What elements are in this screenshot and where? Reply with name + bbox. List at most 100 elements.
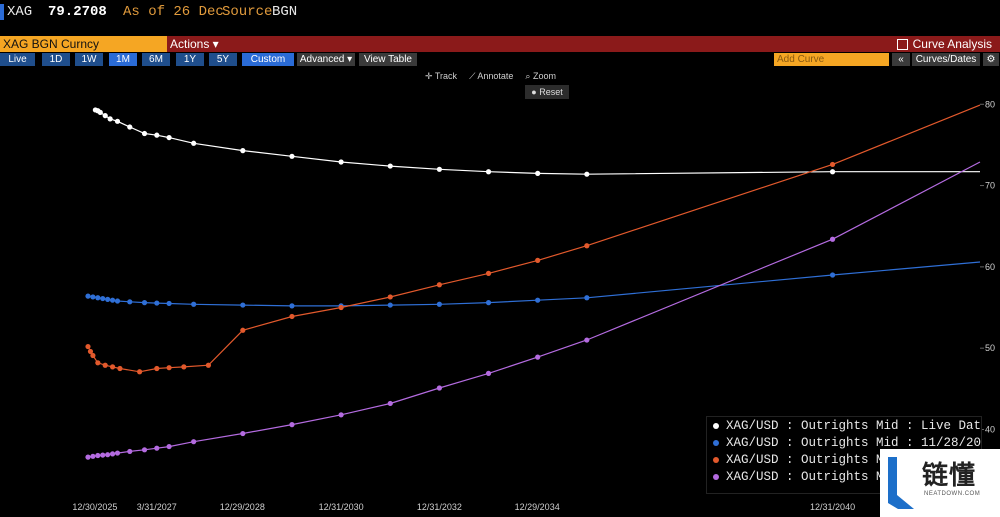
legend-item[interactable]: XAG/USD : Outrights Mid: [707, 451, 981, 468]
data-point: [154, 445, 160, 451]
period-1m[interactable]: 1M: [109, 53, 137, 66]
data-point: [436, 282, 442, 288]
legend-item[interactable]: XAG/USD : Outrights Mid : Live Data: [707, 417, 981, 434]
external-link-icon: [896, 38, 908, 50]
data-point: [127, 124, 133, 130]
data-point: [166, 300, 172, 307]
add-curve-input[interactable]: Add Curve: [774, 53, 889, 66]
collapse-button[interactable]: «: [892, 53, 910, 66]
period-1w[interactable]: 1W: [75, 53, 103, 66]
as-of-date: As of 26 Dec: [123, 4, 224, 20]
gear-icon[interactable]: ⚙: [983, 53, 999, 66]
data-point: [535, 297, 541, 303]
data-point: [166, 365, 172, 371]
data-point: [109, 297, 116, 303]
data-point: [85, 454, 91, 460]
curves-dates-button[interactable]: Curves/Dates: [912, 53, 980, 66]
data-point: [387, 400, 393, 407]
data-point: [584, 243, 590, 249]
view-table-button[interactable]: View Table: [359, 53, 417, 66]
data-point: [109, 451, 116, 457]
data-point: [100, 452, 106, 458]
data-point: [338, 159, 344, 165]
security-input[interactable]: XAG BGN Curncy: [0, 36, 167, 52]
chart-tools: ✛ Track ⟋ Annotate ⌕ Zoom: [425, 71, 556, 82]
legend-label: XAG/USD : Outrights Mid : 11/28/2025: [726, 435, 981, 450]
zoom-label: Zoom: [532, 71, 556, 81]
data-point: [191, 439, 197, 445]
series-line: [87, 261, 981, 307]
data-point: [100, 295, 106, 302]
data-point: [141, 130, 148, 137]
data-point: [87, 348, 94, 355]
legend-label: XAG/USD : Outrights Mid: [726, 452, 899, 467]
data-point: [166, 134, 172, 141]
series-line: [95, 109, 980, 175]
zoom-tool[interactable]: ⌕ Zoom: [525, 71, 556, 81]
actions-menu[interactable]: Actions ▾: [170, 37, 219, 51]
series-line: [87, 161, 981, 458]
y-tick-label: 50: [985, 343, 995, 353]
x-tick-label: 12/31/2030: [319, 502, 364, 512]
curve-analysis-title[interactable]: Curve Analysis: [896, 36, 992, 52]
data-point: [535, 257, 541, 263]
ticker-symbol: XAG: [7, 4, 33, 20]
source-value: BGN: [272, 4, 298, 20]
data-point: [240, 430, 246, 437]
security-bar: [0, 36, 1000, 52]
annotate-tool[interactable]: ⟋ Annotate: [469, 71, 514, 81]
x-tick-label: 3/31/2027: [137, 502, 177, 512]
data-point: [485, 370, 492, 376]
data-point: [387, 302, 393, 308]
track-tool[interactable]: ✛ Track: [425, 71, 458, 81]
data-point: [90, 294, 96, 300]
period-1y[interactable]: 1Y: [176, 53, 204, 66]
period-live[interactable]: Live: [0, 53, 35, 66]
data-point: [829, 272, 836, 278]
data-point: [85, 293, 91, 299]
ticker-marker: [0, 4, 4, 20]
data-point: [105, 452, 111, 458]
watermark: 链懂 NEATDOWN.COM: [880, 449, 1000, 517]
period-1d[interactable]: 1D: [42, 53, 70, 66]
data-point: [191, 140, 197, 146]
period-6m[interactable]: 6M: [142, 53, 170, 66]
legend-item[interactable]: XAG/USD : Outrights Mid: [707, 468, 981, 485]
data-point: [97, 109, 103, 115]
period-5y[interactable]: 5Y: [209, 53, 237, 66]
data-point: [240, 302, 246, 308]
legend-swatch: [713, 422, 719, 429]
data-point: [289, 422, 295, 428]
period-custom[interactable]: Custom: [242, 53, 294, 66]
y-tick-label: 60: [985, 262, 995, 272]
x-tick-label: 12/29/2028: [220, 502, 265, 512]
data-point: [181, 364, 187, 370]
reset-button[interactable]: ● Reset: [525, 85, 569, 99]
data-point: [584, 295, 590, 301]
curve-analysis-label: Curve Analysis: [912, 37, 992, 51]
data-point: [166, 443, 172, 450]
data-point: [829, 161, 836, 168]
data-point: [95, 360, 101, 366]
advanced-menu[interactable]: Advanced ▾: [297, 53, 355, 66]
data-point: [485, 300, 492, 306]
data-point: [535, 170, 541, 176]
data-point: [114, 298, 121, 304]
data-point: [127, 299, 133, 305]
data-point: [584, 171, 590, 177]
x-tick-label: 12/31/2032: [417, 502, 462, 512]
data-point: [114, 450, 121, 456]
data-point: [90, 352, 96, 359]
data-point: [191, 301, 197, 307]
data-point: [154, 365, 160, 372]
data-point: [105, 296, 111, 302]
data-point: [95, 452, 101, 459]
data-point: [109, 364, 116, 370]
series-line: [87, 104, 981, 373]
data-point: [387, 294, 393, 300]
data-point: [95, 295, 101, 301]
title-bar: XAG 79.2708 As of 26 Dec Source BGN: [0, 0, 1000, 26]
data-point: [289, 313, 295, 320]
legend-item[interactable]: XAG/USD : Outrights Mid : 11/28/2025: [707, 434, 981, 451]
